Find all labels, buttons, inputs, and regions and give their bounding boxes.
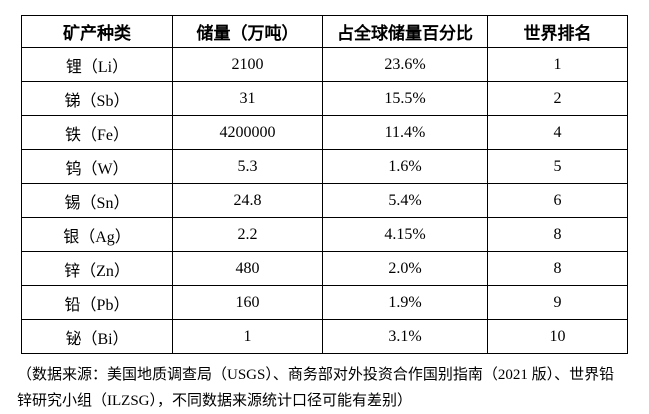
cell-mineral: 锑（Sb） [21, 81, 173, 116]
source-note-line1: （数据来源：美国地质调查局（USGS）、商务部对外投资合作国别指南（2021 版… [17, 367, 615, 383]
cell-rank: 2 [487, 81, 628, 116]
cell-reserves: 1 [172, 319, 323, 354]
cell-percent: 1.6% [322, 149, 488, 184]
cell-reserves: 24.8 [172, 183, 323, 218]
cell-percent: 1.9% [322, 285, 488, 320]
cell-mineral: 铋（Bi） [21, 319, 173, 354]
cell-reserves: 31 [172, 81, 323, 116]
cell-percent: 15.5% [322, 81, 488, 116]
cell-mineral: 锌（Zn） [21, 251, 173, 286]
header-reserves: 储量（万吨） [172, 15, 323, 48]
cell-mineral: 锂（Li） [21, 47, 173, 82]
header-row: 矿产种类 储量（万吨） 占全球储量百分比 世界排名 [21, 15, 628, 48]
cell-rank: 10 [487, 319, 628, 354]
cell-reserves: 160 [172, 285, 323, 320]
cell-rank: 5 [487, 149, 628, 184]
cell-mineral: 铁（Fe） [21, 115, 173, 150]
cell-percent: 5.4% [322, 183, 488, 218]
table-row: 钨（W） 5.3 1.6% 5 [21, 149, 628, 184]
cell-percent: 23.6% [322, 47, 488, 82]
cell-reserves: 5.3 [172, 149, 323, 184]
cell-mineral: 钨（W） [21, 149, 173, 184]
mineral-reserves-table: 矿产种类 储量（万吨） 占全球储量百分比 世界排名 锂（Li） 2100 23.… [21, 15, 628, 354]
cell-percent: 4.15% [322, 217, 488, 252]
table-row: 锡（Sn） 24.8 5.4% 6 [21, 183, 628, 218]
cell-reserves: 2100 [172, 47, 323, 82]
source-note: （数据来源：美国地质调查局（USGS）、商务部对外投资合作国别指南（2021 版… [17, 362, 645, 414]
table-row: 锂（Li） 2100 23.6% 1 [21, 47, 628, 82]
header-global-percent: 占全球储量百分比 [322, 15, 488, 48]
cell-reserves: 2.2 [172, 217, 323, 252]
source-note-line2: 锌研究小组（ILZSG），不同数据来源统计口径可能有差别） [17, 393, 412, 409]
cell-percent: 11.4% [322, 115, 488, 150]
cell-percent: 3.1% [322, 319, 488, 354]
cell-rank: 8 [487, 217, 628, 252]
table-row: 铋（Bi） 1 3.1% 10 [21, 319, 628, 354]
header-world-rank: 世界排名 [487, 15, 628, 48]
cell-mineral: 锡（Sn） [21, 183, 173, 218]
cell-rank: 1 [487, 47, 628, 82]
table-row: 铁（Fe） 4200000 11.4% 4 [21, 115, 628, 150]
table-row: 锌（Zn） 480 2.0% 8 [21, 251, 628, 286]
table-row: 锑（Sb） 31 15.5% 2 [21, 81, 628, 116]
cell-rank: 6 [487, 183, 628, 218]
header-mineral-type: 矿产种类 [21, 15, 173, 48]
cell-reserves: 4200000 [172, 115, 323, 150]
table-row: 银（Ag） 2.2 4.15% 8 [21, 217, 628, 252]
cell-percent: 2.0% [322, 251, 488, 286]
cell-reserves: 480 [172, 251, 323, 286]
cell-rank: 9 [487, 285, 628, 320]
cell-rank: 4 [487, 115, 628, 150]
cell-mineral: 银（Ag） [21, 217, 173, 252]
cell-rank: 8 [487, 251, 628, 286]
cell-mineral: 铅（Pb） [21, 285, 173, 320]
table-row: 铅（Pb） 160 1.9% 9 [21, 285, 628, 320]
